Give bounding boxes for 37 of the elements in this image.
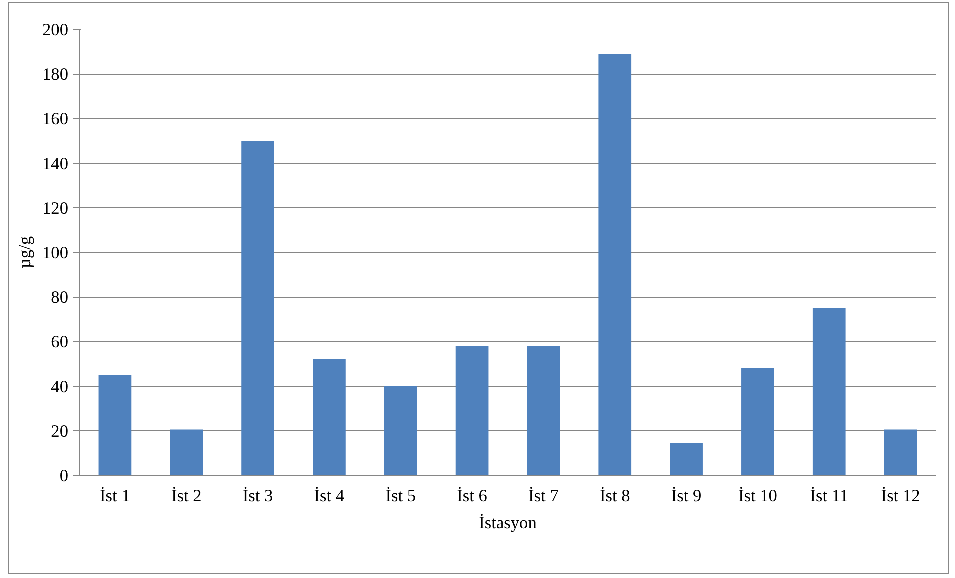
x-tick-label: İst 10 xyxy=(738,486,778,506)
x-tick-label: İst 9 xyxy=(671,486,702,506)
bar xyxy=(384,386,418,476)
y-tick-label: 200 xyxy=(42,20,69,40)
bar xyxy=(527,346,560,476)
bar xyxy=(884,430,918,476)
y-tick-label: 60 xyxy=(51,332,68,352)
y-tick-label: 20 xyxy=(51,422,68,441)
x-tick-label: İst 2 xyxy=(171,486,202,506)
y-tick-label: 120 xyxy=(42,198,69,218)
x-tick-label: İst 3 xyxy=(242,486,274,506)
bar xyxy=(670,443,703,476)
x-axis-title: İstasyon xyxy=(479,514,538,532)
y-tick-label: 100 xyxy=(42,244,69,262)
bar xyxy=(598,54,632,476)
y-tick-label: 0 xyxy=(60,466,69,486)
y-tick-label: 80 xyxy=(51,288,68,308)
x-tick-label: İst 1 xyxy=(100,486,130,506)
bar xyxy=(456,346,489,476)
y-tick-label: 160 xyxy=(42,110,69,129)
x-tick-label: İst 4 xyxy=(314,486,345,506)
bar xyxy=(812,308,846,476)
bar xyxy=(742,368,774,476)
x-tick-label: İst 6 xyxy=(457,486,488,506)
y-tick-label: 140 xyxy=(42,154,69,174)
x-tick-label: İst 7 xyxy=(528,486,560,506)
bar xyxy=(98,375,132,476)
y-tick-label: 180 xyxy=(42,65,69,84)
bar xyxy=(170,430,204,476)
bar xyxy=(242,141,274,476)
x-tick-label: İst 11 xyxy=(810,486,849,506)
y-tick-label: 40 xyxy=(51,377,68,396)
x-tick-label: İst 5 xyxy=(386,486,416,506)
x-tick-label: İst 12 xyxy=(881,486,920,506)
x-tick-label: İst 8 xyxy=(600,486,630,506)
y-axis-title: µg/g xyxy=(16,236,35,269)
bar xyxy=(313,360,346,476)
